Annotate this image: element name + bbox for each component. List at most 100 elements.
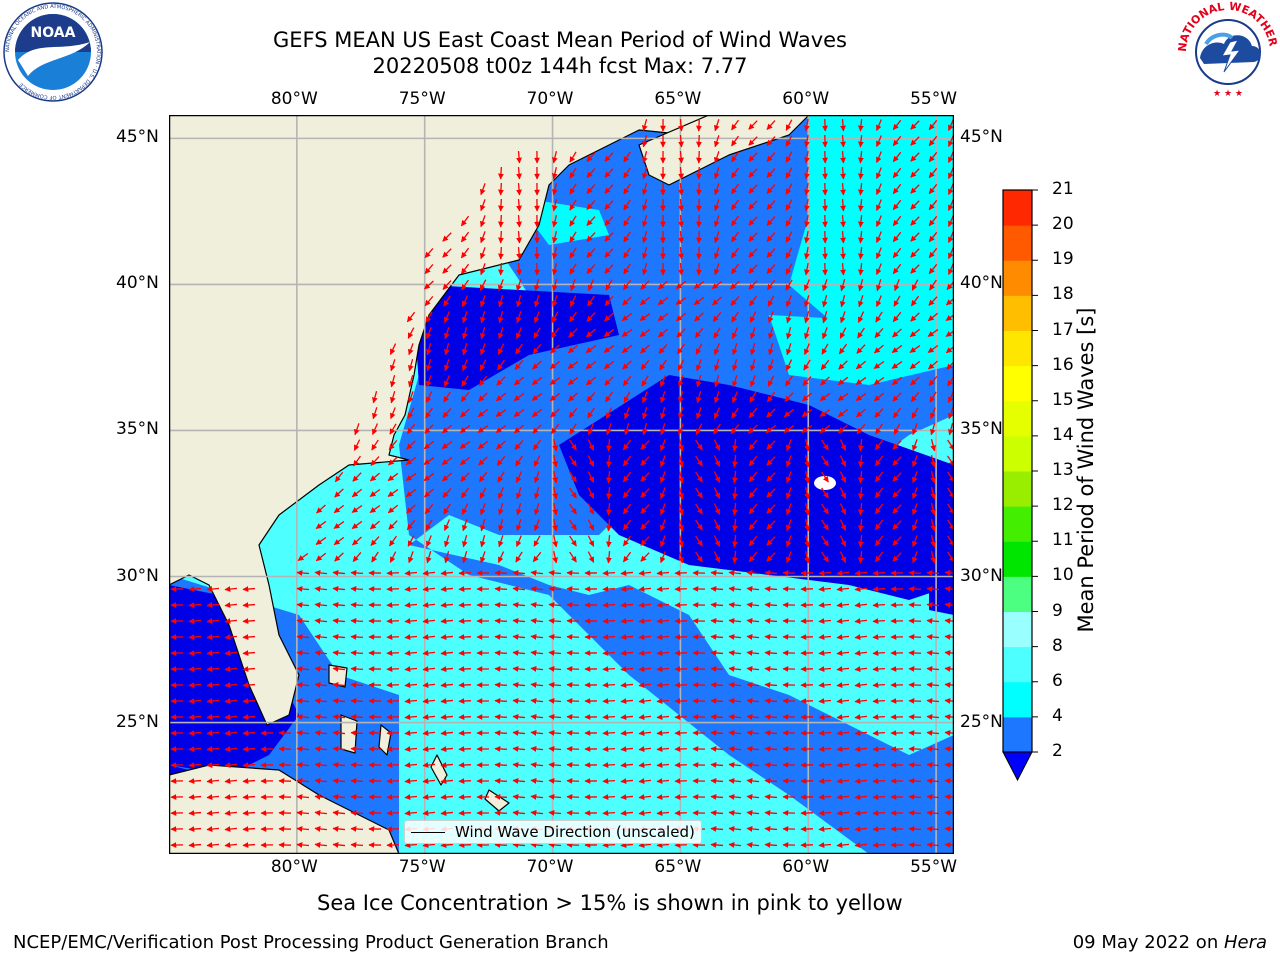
wave-arrow: [371, 439, 379, 451]
wave-arrow: [693, 296, 705, 306]
wave-arrow: [605, 407, 613, 419]
wave-arrow: [821, 439, 829, 451]
lon-tick-label: 55°W: [910, 89, 958, 109]
wave-arrow: [893, 295, 901, 307]
colorbar-swatch: [1003, 646, 1032, 683]
wave-arrow: [909, 360, 921, 370]
wave-arrow: [947, 407, 954, 420]
wave-arrow: [566, 618, 580, 624]
wave-arrow: [713, 183, 720, 196]
wave-arrow: [602, 570, 616, 576]
wave-arrow: [602, 634, 616, 640]
wave-arrow: [891, 361, 903, 369]
wave-arrow: [566, 842, 580, 848]
wave-arrow: [425, 407, 433, 419]
colorbar-swatch: [1003, 541, 1032, 577]
wave-arrow: [639, 296, 651, 306]
wave-arrow: [892, 392, 902, 402]
wave-arrow: [855, 377, 867, 385]
wave-arrow: [821, 471, 829, 483]
legend-label: Wind Wave Direction (unscaled): [455, 823, 695, 841]
wave-arrow: [659, 423, 666, 436]
wave-arrow: [515, 455, 523, 467]
wave-arrow: [818, 698, 832, 704]
lat-tick-label: 40°N: [960, 273, 1003, 294]
wave-arrow: [948, 135, 954, 148]
wave-arrow: [748, 280, 758, 290]
wave-arrow: [188, 682, 202, 688]
wave-arrow: [587, 407, 595, 419]
wave-arrow: [818, 682, 832, 688]
wave-arrow: [910, 184, 920, 194]
wave-arrow: [749, 359, 756, 372]
wave-arrow: [498, 262, 504, 276]
lon-tick-label: 60°W: [782, 89, 830, 109]
wave-arrow: [928, 199, 938, 211]
wave-arrow: [678, 423, 684, 436]
wave-arrow: [406, 519, 416, 531]
wave-arrow: [713, 423, 721, 435]
wave-arrow: [494, 618, 508, 624]
wave-arrow: [892, 119, 902, 131]
wave-arrow: [856, 424, 866, 434]
wave-arrow: [443, 375, 451, 388]
wave-arrow: [242, 826, 256, 832]
white-gap-blob: [814, 476, 836, 490]
wave-arrow: [498, 198, 504, 212]
wave-arrow: [641, 119, 648, 132]
wave-arrow: [566, 714, 580, 720]
wave-arrow: [874, 471, 884, 483]
wave-arrow: [622, 551, 632, 563]
wave-arrow: [874, 455, 884, 467]
wave-arrow: [694, 327, 704, 339]
wave-arrow: [749, 343, 756, 356]
wave-arrow: [640, 520, 650, 530]
wave-arrow: [425, 391, 433, 403]
wave-arrow: [766, 152, 776, 162]
colorbar-swatch: [1003, 190, 1032, 226]
wave-arrow: [930, 407, 936, 420]
wave-arrow: [551, 231, 558, 244]
wave-arrow: [423, 472, 435, 482]
wave-arrow: [442, 248, 452, 258]
wave-arrow: [586, 152, 596, 162]
wave-arrow: [585, 328, 597, 338]
wave-arrow: [820, 359, 830, 371]
wave-arrow: [912, 535, 918, 548]
wave-arrow: [767, 295, 775, 307]
wave-arrow: [731, 167, 739, 179]
wave-arrow: [566, 602, 580, 608]
wave-arrow: [549, 377, 561, 385]
wave-arrow: [569, 183, 577, 195]
colorbar-label: Mean Period of Wind Waves [s]: [1074, 307, 1098, 633]
wave-arrow: [732, 470, 738, 484]
wave-arrow: [566, 570, 580, 576]
wave-arrow: [657, 280, 669, 290]
wave-arrow: [821, 519, 829, 531]
wave-arrow: [458, 794, 472, 800]
wave-arrow: [785, 215, 793, 227]
wave-arrow: [712, 311, 722, 323]
wave-arrow: [713, 231, 720, 244]
wave-arrow: [695, 407, 702, 420]
wave-arrow: [875, 279, 882, 292]
wave-arrow: [552, 519, 559, 532]
wave-arrow: [764, 586, 778, 592]
wave-arrow: [569, 167, 577, 179]
wave-arrow: [732, 454, 738, 468]
wave-arrow: [568, 407, 578, 419]
wave-arrow: [803, 150, 810, 164]
wave-arrow: [350, 826, 364, 832]
wave-arrow: [839, 471, 847, 483]
wave-arrow: [640, 488, 650, 498]
wave-arrow: [749, 391, 757, 403]
wave-arrow: [641, 151, 648, 164]
wave-arrow: [188, 602, 202, 608]
wave-arrow: [569, 199, 577, 211]
colorbar-tick-label: 14: [1052, 424, 1074, 445]
wave-arrow: [188, 842, 202, 848]
wave-arrow: [566, 730, 580, 736]
wave-arrow: [858, 470, 864, 484]
wave-arrow: [731, 119, 739, 131]
wave-arrow: [334, 552, 344, 562]
